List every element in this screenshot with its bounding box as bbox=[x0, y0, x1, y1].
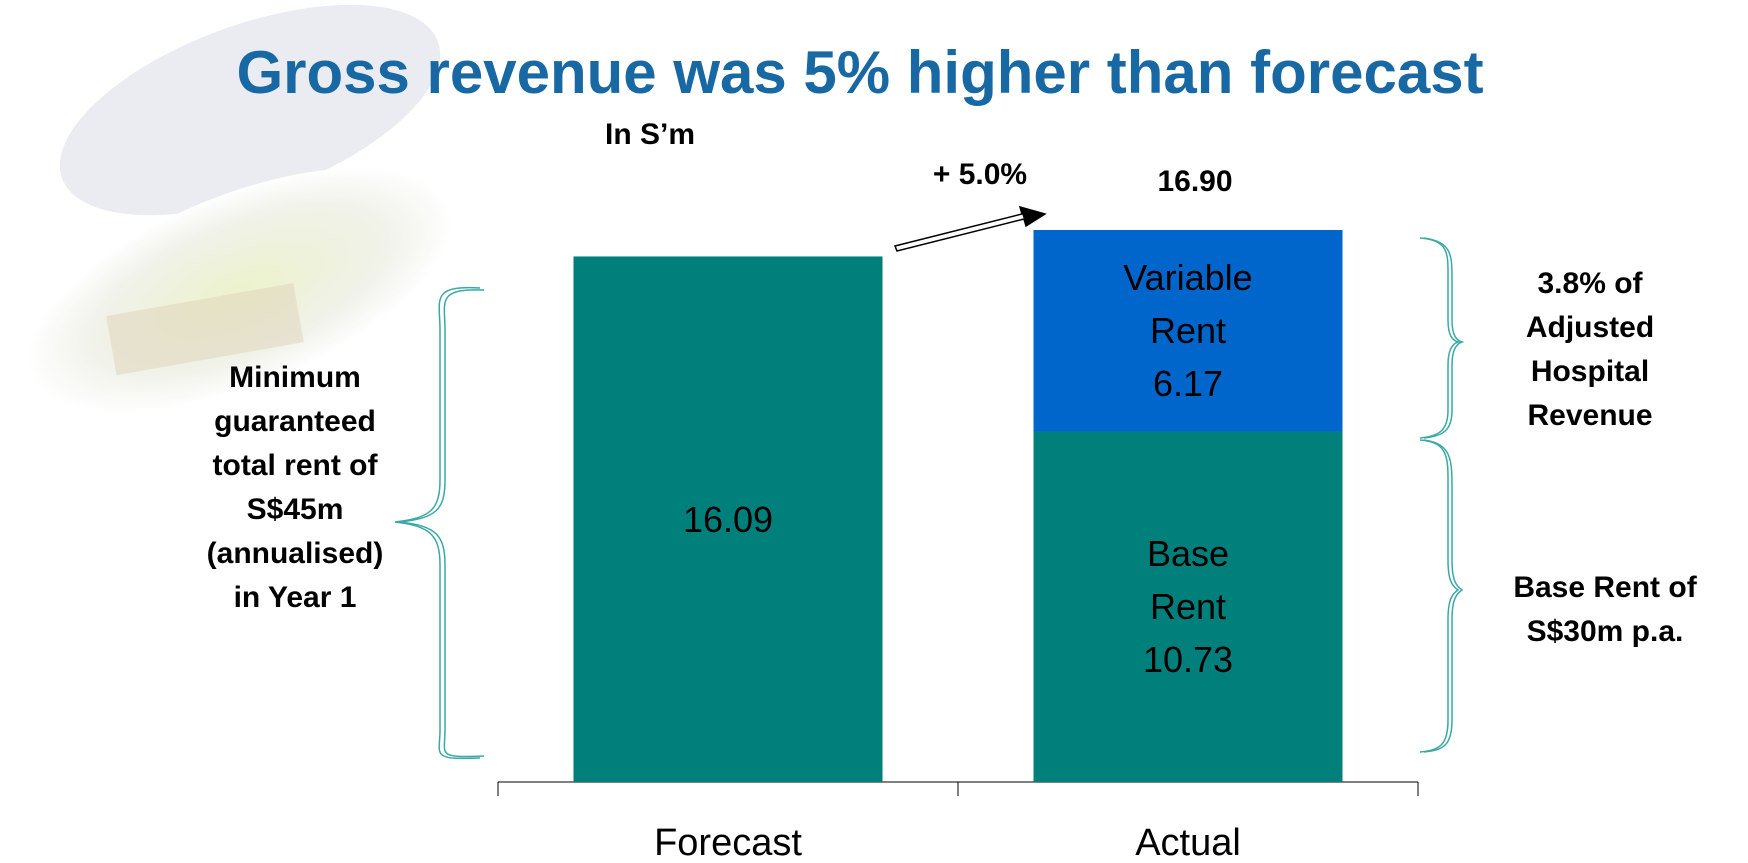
change-label: + 5.0% bbox=[932, 158, 1028, 191]
x-tick-label: Forecast bbox=[654, 822, 802, 863]
bar-segment bbox=[573, 256, 883, 783]
bar-segment bbox=[1033, 230, 1343, 432]
braces bbox=[394, 237, 1465, 760]
right-bottom-note: Base Rent of S$30m p.a. bbox=[1480, 566, 1730, 654]
note-line: Adjusted bbox=[1525, 311, 1655, 344]
value-label: 10.73 bbox=[1142, 639, 1234, 681]
value-label: 16.09 bbox=[682, 498, 774, 540]
total-label: 16.90 bbox=[1157, 165, 1233, 198]
segment-label: 16.09 bbox=[574, 256, 883, 782]
value-label: 6.17 bbox=[1152, 363, 1224, 405]
note-line: Minimum bbox=[229, 361, 361, 394]
segment-label: Base Rent 10.73 bbox=[1034, 432, 1343, 782]
chart-title: Gross revenue was 5% higher than forecas… bbox=[236, 39, 1484, 106]
note-line: S$30m p.a. bbox=[1526, 615, 1684, 648]
note-line: Hospital bbox=[1530, 355, 1650, 388]
note-line: 3.8% of bbox=[1537, 267, 1643, 300]
x-tick-label: Actual bbox=[1135, 822, 1241, 863]
bar-segment bbox=[1033, 431, 1343, 782]
series-name: Variable Rent bbox=[1123, 257, 1253, 352]
note-line: S$45m bbox=[246, 493, 344, 526]
right-top-note: 3.8% of Adjusted Hospital Revenue bbox=[1500, 262, 1680, 438]
change-arrow bbox=[893, 205, 1047, 252]
note-line: (annualised) bbox=[206, 537, 384, 570]
note-line: guaranteed bbox=[214, 405, 376, 438]
note-line: total rent of bbox=[212, 449, 378, 482]
photo-decoration bbox=[28, 4, 452, 412]
left-note: Minimum guaranteed total rent of S$45m (annu… bbox=[165, 356, 425, 620]
note-line: Base Rent of bbox=[1513, 571, 1697, 604]
segment-label: Variable Rent 6.17 bbox=[1034, 230, 1343, 432]
subtitle: In S’m bbox=[604, 118, 695, 151]
note-line: Revenue bbox=[1527, 399, 1653, 432]
series-name: Base Rent bbox=[1146, 533, 1230, 628]
note-line: in Year 1 bbox=[233, 581, 357, 614]
